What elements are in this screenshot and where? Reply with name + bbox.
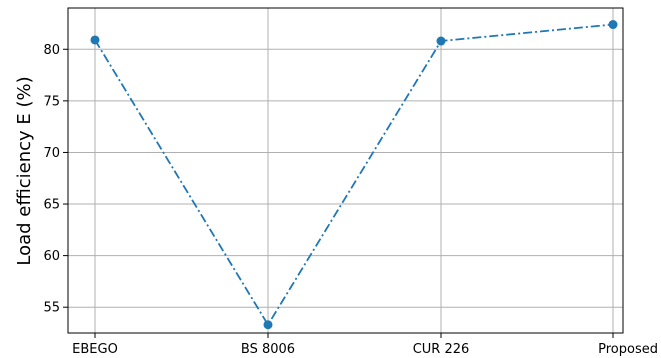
series-layer <box>90 20 618 330</box>
y-tick-label: 75 <box>43 94 60 109</box>
x-tick-label: EBEGO <box>72 342 118 357</box>
y-axis: 55 60 65 70 75 80 <box>43 43 68 316</box>
grid <box>68 8 623 333</box>
data-point <box>90 35 100 45</box>
y-tick-label: 55 <box>43 301 60 316</box>
y-tick-label: 65 <box>43 198 60 213</box>
data-point <box>608 20 618 30</box>
x-tick-label: Proposed <box>598 342 658 357</box>
data-point <box>436 36 446 46</box>
y-tick-label: 60 <box>43 249 60 264</box>
y-tick-label: 80 <box>43 43 60 58</box>
plot-frame <box>67 7 624 334</box>
data-point <box>263 320 273 330</box>
x-tick-label: CUR 226 <box>413 342 470 357</box>
x-axis: EBEGO BS 8006 CUR 226 Proposed <box>72 333 658 357</box>
y-tick-label: 70 <box>43 146 60 161</box>
y-axis-title: Load efficiency E (%) <box>14 76 35 265</box>
x-tick-label: BS 8006 <box>241 342 295 357</box>
series-line <box>94 23 614 327</box>
